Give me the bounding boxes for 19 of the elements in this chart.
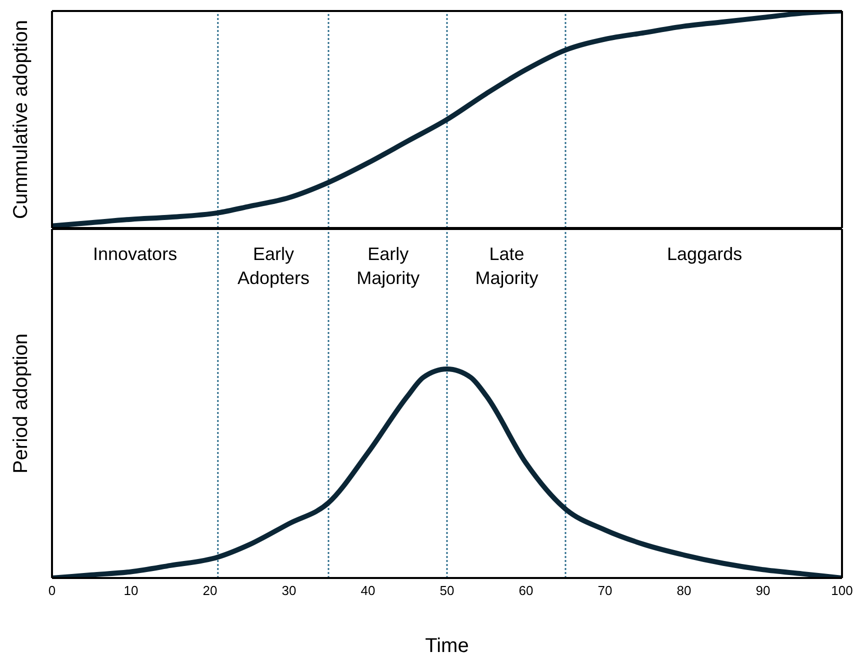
x-axis-title: Time [425, 635, 469, 657]
x-tick-label: 10 [124, 583, 138, 598]
text: Early Adopters [236, 243, 310, 290]
x-tick-label: 50 [440, 583, 454, 598]
text: Early Majority [356, 243, 421, 290]
x-tick-label: 90 [756, 583, 770, 598]
y-axis-title: Period adoption [10, 333, 32, 474]
x-tick-label: 80 [676, 583, 692, 598]
x-tick-label: 20 [202, 583, 218, 598]
text: Late Majority [474, 243, 540, 290]
x-tick-label: 0 [48, 583, 56, 598]
x-tick-label: 100 [831, 583, 853, 598]
y-axis-title: Cummulative adoption [10, 20, 32, 219]
x-tick-label: 30 [282, 583, 296, 598]
x-tick-label: 60 [518, 583, 534, 598]
text: Laggards [666, 243, 744, 266]
x-tick-label: 40 [360, 583, 376, 598]
x-tick-label: 70 [598, 583, 612, 598]
text: Innovators [92, 243, 178, 266]
